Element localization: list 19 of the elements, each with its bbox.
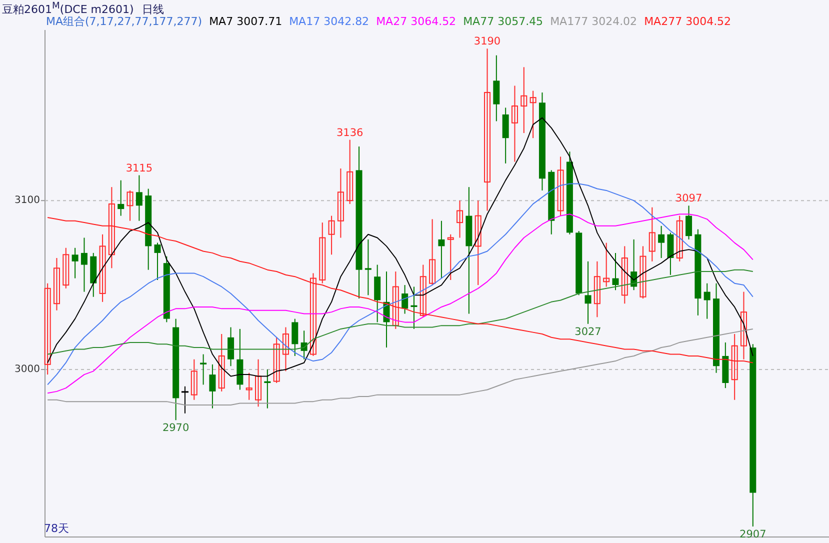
annotation: 2970 [162,422,190,434]
chart-subtitle: 日线 [142,2,164,16]
annotation: 3115 [126,162,153,174]
text: MA277 3004.52 [644,15,732,28]
y-tick-label: 3100 [14,195,40,206]
text: MA177 3024.02 [550,15,638,28]
annotation: 3136 [336,126,364,139]
annotation: 3190 [474,36,501,48]
chart-title: 豆粕2601$^{M}$(DCE m2601) [2,0,134,16]
annotation: 3027 [574,326,602,338]
annotation: 78天 [44,522,69,535]
annotation: 2907 [740,528,766,541]
text: MA77 3057.45 [463,15,544,28]
legend-title: MA组合(7,17,27,77,177,277) [46,15,202,28]
text: MA27 3064.52 [376,15,456,28]
text: MA7 3007.71 [209,15,282,28]
text: MA17 3042.82 [289,15,370,28]
annotation: 3097 [675,192,702,205]
y-tick-label: 3000 [14,364,40,375]
